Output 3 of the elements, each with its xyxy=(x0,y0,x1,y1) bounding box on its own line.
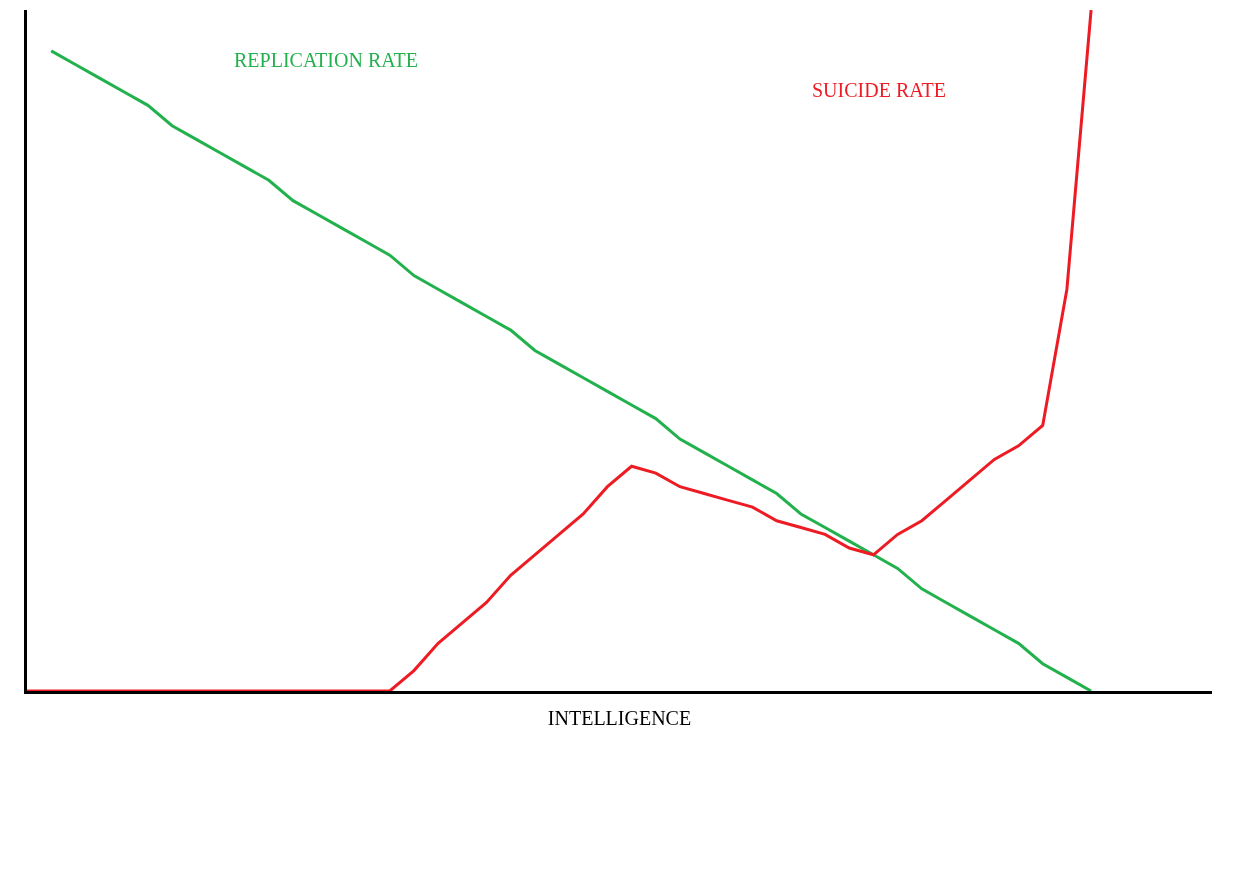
x-axis-title: INTELLIGENCE xyxy=(547,706,692,729)
text: SUICIDE RATE xyxy=(812,79,946,101)
text: REPLICATION RATE xyxy=(234,49,418,71)
